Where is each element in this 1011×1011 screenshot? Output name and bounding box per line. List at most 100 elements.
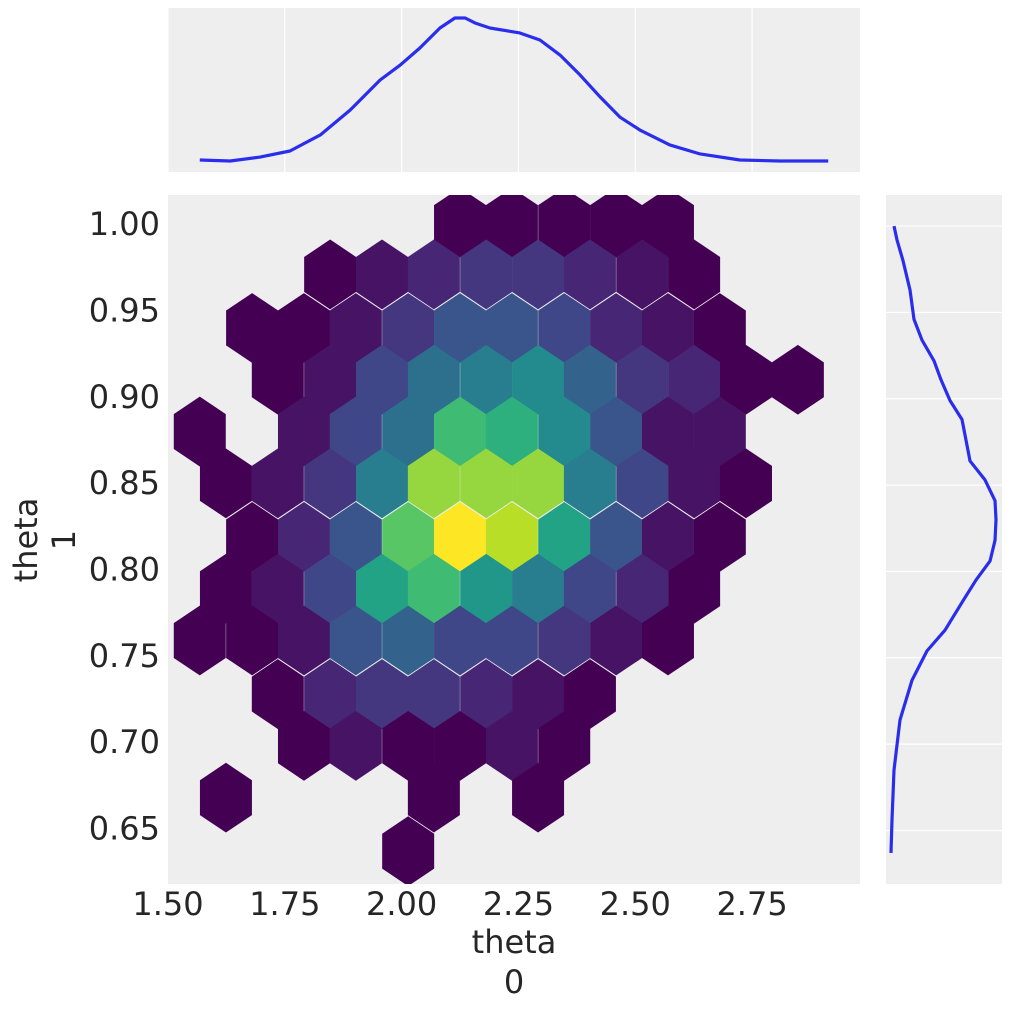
hexbin-cell (407, 553, 460, 624)
x-tick-label: 2.00 (366, 885, 437, 923)
hexbin-cell (693, 293, 746, 363)
hexbin-cell (616, 239, 669, 310)
hexbin-cell (199, 762, 252, 833)
y-tick-label: 0.70 (89, 723, 160, 761)
hexbin-cell (590, 293, 643, 363)
hexbin-cell (407, 762, 460, 833)
hexbin-cell (434, 293, 487, 363)
hexbin-cell (304, 448, 357, 519)
hexbin-cell (563, 344, 616, 415)
hexbin-cell (226, 502, 279, 572)
hexbin-cell (356, 239, 409, 310)
hexbin-cell (407, 344, 460, 415)
hexbin-cell (251, 344, 304, 415)
hexbin-cell (382, 816, 435, 884)
hexbin-cell (434, 396, 487, 467)
hexbin-cell (771, 344, 824, 415)
hexbin-cell (251, 659, 304, 729)
hexbin-cell (641, 502, 694, 572)
hexbin-cell (590, 396, 643, 467)
hexbin-cell (512, 239, 565, 310)
y-tick-label: 0.80 (89, 550, 160, 588)
hexbin-cell (434, 605, 487, 676)
hexbin-cell (199, 448, 252, 519)
hexbin-cell (641, 396, 694, 467)
hexbin-cell (304, 239, 357, 310)
hexbin-cell (226, 293, 279, 363)
hexbin-cell (538, 605, 591, 676)
hexbin-cell (407, 239, 460, 310)
hexbin-cell (304, 553, 357, 624)
hexbin-cell (485, 605, 538, 676)
y-tick-label: 0.90 (89, 378, 160, 416)
hexbin-cell (512, 448, 565, 519)
hexbin-cell (538, 195, 591, 258)
hexbin-cell (641, 195, 694, 258)
x-axis-label: theta (472, 923, 557, 961)
hexbin-cell (329, 502, 382, 572)
y-axis-label: theta (7, 498, 45, 583)
hexbin-cell (382, 710, 435, 781)
y-tick-label: 0.95 (89, 291, 160, 329)
hexbin-cell (277, 396, 330, 467)
y-tick-label: 0.85 (89, 464, 160, 502)
hexbin-cell (329, 710, 382, 781)
hexbin-cell (616, 344, 669, 415)
hexbin-cell (277, 605, 330, 676)
y-tick-label: 0.65 (89, 809, 160, 847)
hexbin-cell (693, 396, 746, 467)
hexbin-cell (616, 448, 669, 519)
hexbin-cell (538, 293, 591, 363)
hexbin-cell (485, 710, 538, 781)
y-tick-label: 0.75 (89, 637, 160, 675)
hexbin-cell (356, 344, 409, 415)
hexbin-cell (538, 396, 591, 467)
x-tick-label: 1.75 (249, 885, 320, 923)
hexbin-cell (460, 553, 513, 624)
right-panel (886, 195, 1002, 884)
hexbin-cell (590, 195, 643, 258)
hexbin-cell (356, 553, 409, 624)
hexbin-cell (173, 396, 226, 467)
hexbin-cell (382, 293, 435, 363)
hexbin-cell (485, 293, 538, 363)
top-panel (168, 8, 860, 172)
hexbin (173, 195, 824, 884)
x-tick-label: 2.25 (483, 885, 554, 923)
hexbin-cell (460, 239, 513, 310)
hexbin-cell (329, 293, 382, 363)
hexbin-cell (590, 502, 643, 572)
hexbin-cell (668, 239, 721, 310)
hexbin-cell (460, 344, 513, 415)
hexbin-cell (199, 553, 252, 624)
hexbin-cell (434, 502, 487, 572)
x-axis-label: 0 (504, 963, 524, 1001)
hexbin-cell (382, 605, 435, 676)
hexbin-cell (563, 448, 616, 519)
hexbin-cell (329, 605, 382, 676)
hexbin-cell (277, 502, 330, 572)
hexbin-cell (329, 396, 382, 467)
hexbin-cell (382, 502, 435, 572)
hexbin-cell (512, 344, 565, 415)
hexbin-cell (460, 659, 513, 729)
hexbin-cell (719, 448, 772, 519)
hexbin-cell (668, 344, 721, 415)
hexbin-cell (616, 553, 669, 624)
hexbin-cell (641, 605, 694, 676)
hexbin-cell (563, 659, 616, 729)
hexbin-cell (434, 195, 487, 258)
hexbin-cell (304, 344, 357, 415)
hexbin-cell (641, 293, 694, 363)
kde-line (889, 225, 998, 853)
y-axis-label: 1 (45, 530, 83, 550)
hexbin-cell (590, 605, 643, 676)
hexbin-cell (356, 448, 409, 519)
hexbin-cell (719, 344, 772, 415)
hexbin-cell (668, 448, 721, 519)
hexbin-cell (356, 659, 409, 729)
hexbin-cell (407, 659, 460, 729)
hexbin-cell (460, 448, 513, 519)
